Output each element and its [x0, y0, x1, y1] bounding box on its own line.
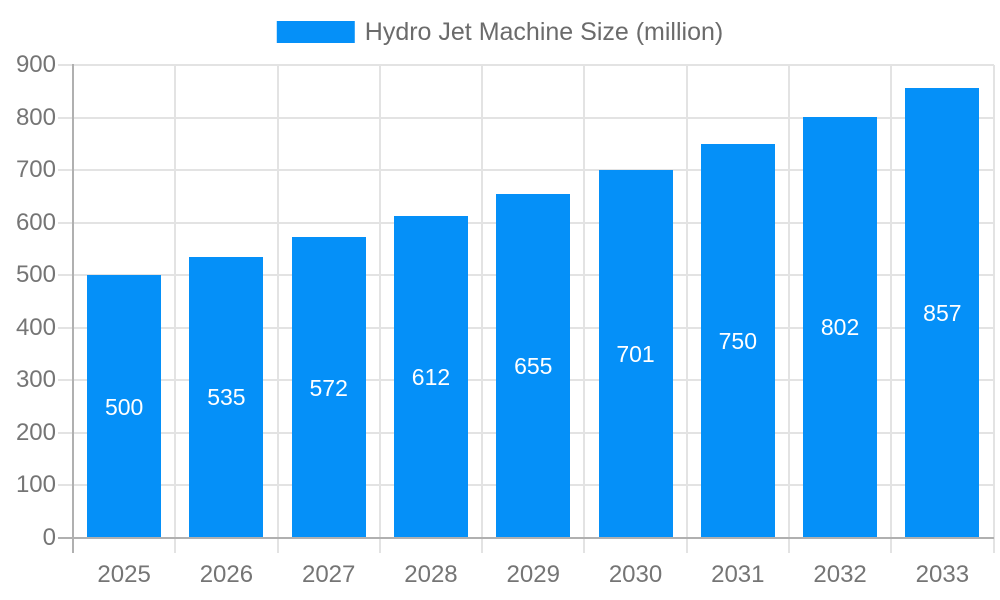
y-tick-label: 700	[15, 156, 56, 184]
x-gridline	[890, 65, 893, 553]
y-tick-label: 600	[15, 208, 56, 236]
bar-2026[interactable]	[189, 256, 264, 537]
bar-2032[interactable]	[803, 116, 878, 537]
y-tick-label: 0	[42, 524, 56, 551]
y-tick-label: 300	[15, 366, 56, 394]
y-gridline	[58, 64, 994, 66]
y-gridline	[58, 116, 994, 119]
y-tick-label: 900	[15, 51, 56, 78]
legend-item[interactable]: Hydro Jet Machine Size (million)	[276, 18, 724, 46]
x-tick-label: 2031	[711, 561, 765, 588]
bar-2031[interactable]	[700, 143, 775, 537]
y-tick-label: 200	[15, 418, 56, 446]
x-tick-label: 2033	[915, 561, 970, 588]
x-gridline	[583, 65, 586, 553]
x-gridline	[276, 65, 279, 553]
x-tick-label: 2032	[813, 561, 867, 588]
bar-2027[interactable]	[291, 237, 366, 537]
legend-swatch-icon	[276, 21, 355, 43]
x-gridline	[685, 65, 688, 553]
x-tick-label: 2027	[301, 561, 356, 588]
y-tick-label: 400	[15, 313, 56, 341]
y-tick-label: 800	[15, 103, 56, 131]
x-gridline	[992, 65, 995, 553]
y-gridline	[58, 169, 994, 172]
bar-2028[interactable]	[393, 216, 468, 537]
bar-2029[interactable]	[496, 193, 571, 537]
y-tick-label: 100	[15, 471, 56, 499]
bar-2030[interactable]	[598, 169, 673, 537]
y-tick-label: 500	[15, 261, 56, 289]
x-tick-label: 2029	[506, 561, 560, 588]
x-gridline	[787, 65, 790, 553]
x-gridline	[174, 65, 177, 553]
x-gridline	[378, 65, 381, 553]
x-tick-label: 2028	[404, 561, 458, 588]
x-gridline	[481, 65, 484, 553]
legend-label: Hydro Jet Machine Size (million)	[364, 18, 724, 46]
x-tick-label: 2026	[199, 561, 254, 588]
bar-2033[interactable]	[905, 87, 980, 537]
bar-2025[interactable]	[87, 275, 162, 537]
y-axis-line	[72, 64, 74, 553]
x-axis-baseline	[58, 537, 994, 539]
x-tick-label: 2025	[97, 561, 151, 588]
x-tick-label: 2030	[608, 561, 663, 588]
